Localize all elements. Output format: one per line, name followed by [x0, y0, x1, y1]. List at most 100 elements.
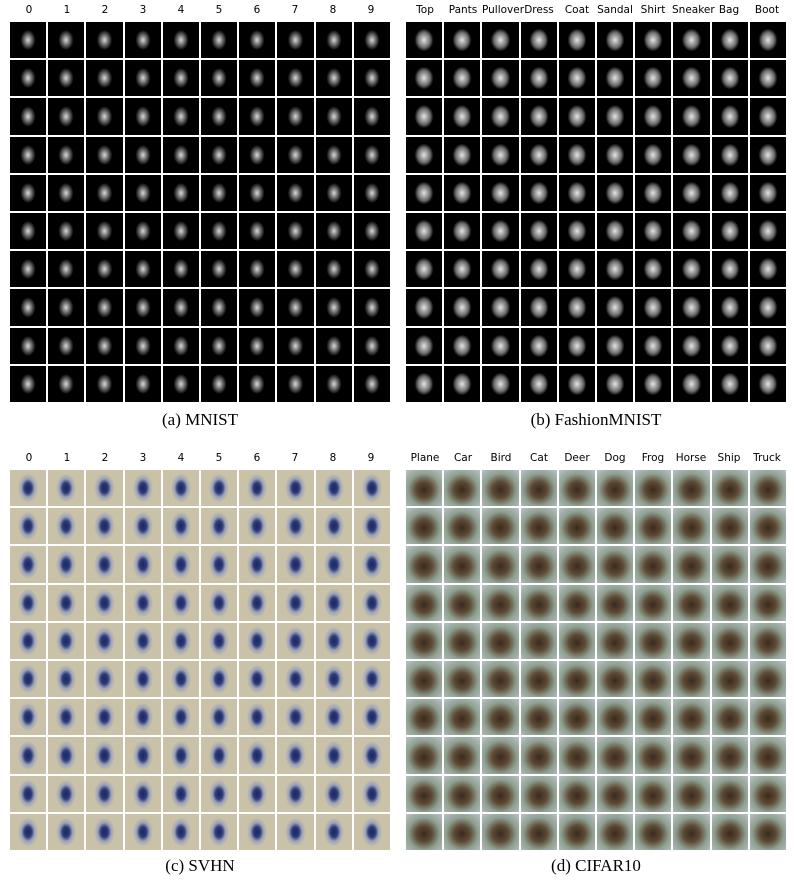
sample-image	[10, 365, 47, 402]
sample-image	[673, 661, 710, 698]
sample-image	[597, 813, 634, 850]
column-label: Dress	[524, 4, 554, 16]
column-label: 4	[177, 4, 185, 16]
sample-image	[315, 289, 352, 326]
sample-image	[597, 213, 634, 250]
sample-image	[711, 289, 748, 326]
sample-image	[124, 622, 161, 659]
sample-image	[277, 584, 314, 621]
sample-image	[406, 813, 443, 850]
sample-image	[201, 699, 238, 736]
sample-image	[86, 813, 123, 850]
sample-image	[10, 661, 47, 698]
column-label: 1	[63, 452, 71, 464]
sample-image	[239, 327, 276, 364]
sample-image	[48, 60, 85, 97]
sample-image	[239, 365, 276, 402]
column-label: 2	[101, 452, 109, 464]
column-label: Pants	[448, 4, 478, 16]
sample-image	[201, 622, 238, 659]
sample-image	[444, 813, 481, 850]
sample-image	[86, 327, 123, 364]
sample-image	[749, 289, 786, 326]
sample-image	[482, 98, 519, 135]
sample-image	[520, 622, 557, 659]
sample-image	[444, 213, 481, 250]
sample-image	[86, 251, 123, 288]
sample-image	[86, 775, 123, 812]
panel-svhn: 0 1 2 3 4 5 6 7 8 9 (c) SVHN	[10, 452, 394, 875]
sample-image	[482, 60, 519, 97]
sample-image	[86, 508, 123, 545]
sample-image	[635, 584, 672, 621]
sample-image	[406, 508, 443, 545]
sample-image	[124, 60, 161, 97]
sample-image	[406, 60, 443, 97]
sample-image	[353, 213, 390, 250]
sample-image	[162, 174, 199, 211]
sample-image	[558, 289, 595, 326]
sample-image	[444, 508, 481, 545]
sample-image	[749, 775, 786, 812]
sample-image	[558, 174, 595, 211]
sample-image	[124, 136, 161, 173]
sample-image	[520, 365, 557, 402]
sample-image	[124, 174, 161, 211]
sample-image	[673, 365, 710, 402]
sample-image	[277, 327, 314, 364]
sample-image	[597, 365, 634, 402]
sample-image	[406, 584, 443, 621]
sample-image	[558, 584, 595, 621]
sample-image	[124, 327, 161, 364]
sample-image	[315, 737, 352, 774]
sample-image	[673, 775, 710, 812]
sample-image	[482, 813, 519, 850]
sample-image	[520, 213, 557, 250]
sample-image	[558, 327, 595, 364]
sample-image	[277, 174, 314, 211]
sample-image	[277, 365, 314, 402]
sample-image	[444, 22, 481, 59]
image-grid-mnist	[10, 22, 390, 402]
sample-image	[444, 622, 481, 659]
sample-image	[635, 327, 672, 364]
sample-image	[353, 584, 390, 621]
sample-image	[239, 584, 276, 621]
sample-image	[201, 508, 238, 545]
sample-image	[124, 775, 161, 812]
sample-image	[406, 327, 443, 364]
sample-image	[48, 213, 85, 250]
sample-image	[277, 213, 314, 250]
sample-image	[277, 508, 314, 545]
panel-fashionmnist: Top Pants Pullover Dress Coat Sandal Shi…	[406, 4, 790, 429]
column-label: 8	[329, 452, 337, 464]
sample-image	[48, 699, 85, 736]
sample-image	[635, 98, 672, 135]
sample-image	[353, 508, 390, 545]
sample-image	[201, 470, 238, 507]
sample-image	[635, 546, 672, 583]
sample-image	[444, 174, 481, 211]
sample-image	[749, 251, 786, 288]
sample-image	[201, 136, 238, 173]
sample-image	[124, 813, 161, 850]
sample-image	[444, 470, 481, 507]
sample-image	[124, 584, 161, 621]
sample-image	[635, 136, 672, 173]
sample-image	[406, 136, 443, 173]
sample-image	[711, 622, 748, 659]
column-label: 7	[291, 452, 299, 464]
sample-image	[520, 813, 557, 850]
sample-image	[444, 327, 481, 364]
column-label: 3	[139, 4, 147, 16]
sample-image	[520, 661, 557, 698]
sample-image	[48, 98, 85, 135]
sample-image	[520, 775, 557, 812]
column-label: Dog	[604, 452, 626, 464]
column-label: Frog	[641, 452, 665, 464]
sample-image	[315, 661, 352, 698]
sample-image	[558, 737, 595, 774]
sample-image	[10, 98, 47, 135]
sample-image	[124, 251, 161, 288]
sample-image	[239, 546, 276, 583]
